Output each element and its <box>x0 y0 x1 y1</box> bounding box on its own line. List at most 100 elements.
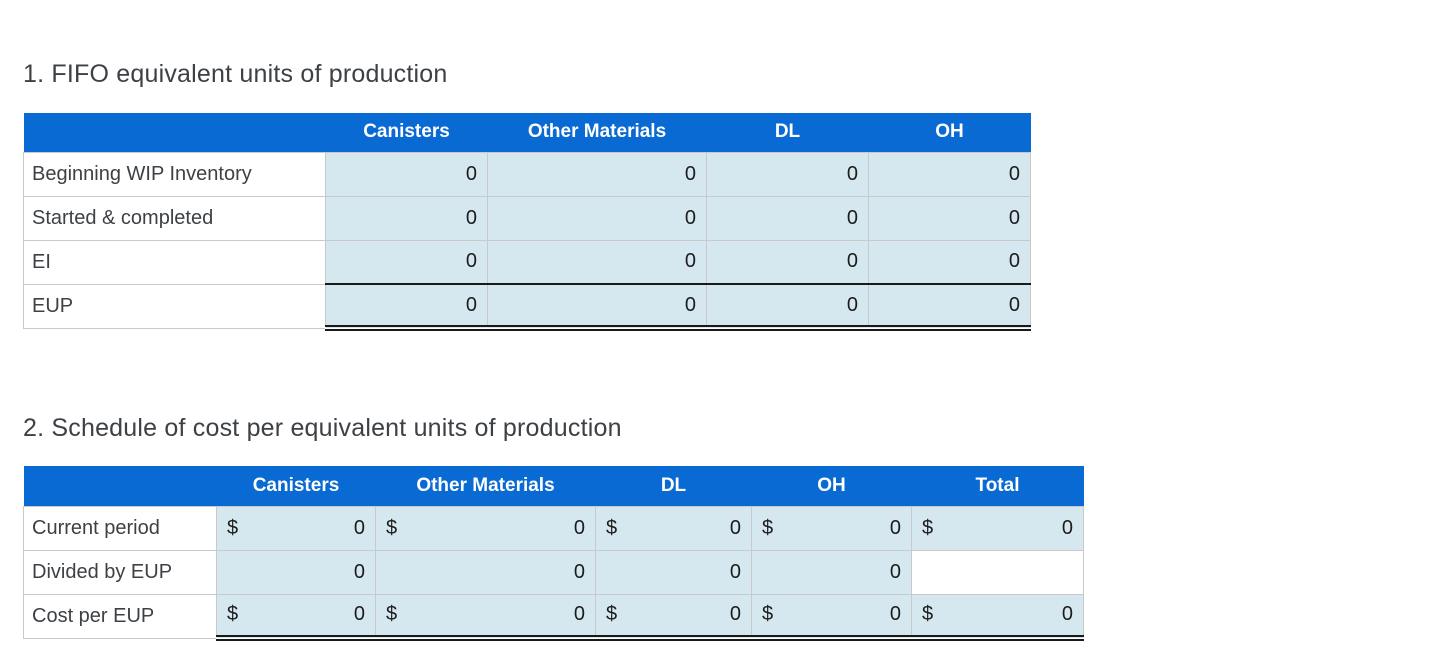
result-cell-cost-per-eup-dl[interactable]: $0 <box>595 593 752 641</box>
cell-value: 0 <box>889 516 901 539</box>
input-cell-divided-eup-other-materials[interactable]: 0 <box>375 549 596 595</box>
cost-header-total: Total <box>911 466 1084 506</box>
cell-value: 0 <box>729 560 741 583</box>
cell-value: 0 <box>684 250 696 273</box>
table-row-ei: EI 0 0 0 0 <box>23 239 1031 285</box>
input-cell-current-period-oh[interactable]: $0 <box>751 505 912 551</box>
cell-value: 0 <box>353 603 365 626</box>
row-label-cost-per-eup: Cost per EUP <box>23 593 217 639</box>
total-cell-eup-other-materials[interactable]: 0 <box>487 283 707 331</box>
input-cell-current-period-canisters[interactable]: $0 <box>216 505 376 551</box>
cell-value: 0 <box>1008 293 1020 316</box>
input-cell-beginning-wip-dl[interactable]: 0 <box>706 151 869 197</box>
input-cell-divided-eup-dl[interactable]: 0 <box>595 549 752 595</box>
total-cell-eup-dl[interactable]: 0 <box>706 283 869 331</box>
dollar-sign: $ <box>922 516 934 539</box>
input-cell-divided-eup-oh[interactable]: 0 <box>751 549 912 595</box>
cell-value: 0 <box>573 560 585 583</box>
input-cell-current-period-other-materials[interactable]: $0 <box>375 505 596 551</box>
cell-value: 0 <box>729 603 741 626</box>
dollar-sign: $ <box>386 603 398 626</box>
cell-value: 0 <box>1008 162 1020 185</box>
cell-value: 0 <box>1008 250 1020 273</box>
input-cell-beginning-wip-oh[interactable]: 0 <box>868 151 1031 197</box>
dollar-sign: $ <box>227 516 239 539</box>
row-label-beginning-wip: Beginning WIP Inventory <box>23 151 326 197</box>
dollar-sign: $ <box>227 603 239 626</box>
cell-value: 0 <box>353 560 365 583</box>
input-cell-beginning-wip-canisters[interactable]: 0 <box>325 151 488 197</box>
result-cell-cost-per-eup-total[interactable]: $0 <box>911 593 1084 641</box>
row-label-started-completed: Started & completed <box>23 195 326 241</box>
cell-value: 0 <box>465 162 477 185</box>
input-cell-ei-other-materials[interactable]: 0 <box>487 239 707 285</box>
cost-header-canisters: Canisters <box>216 466 376 506</box>
input-cell-beginning-wip-other-materials[interactable]: 0 <box>487 151 707 197</box>
table-row-beginning-wip: Beginning WIP Inventory 0 0 0 0 <box>23 151 1031 197</box>
fifo-header-oh: OH <box>868 113 1031 152</box>
fifo-header-row: Canisters Other Materials DL OH <box>23 113 1031 152</box>
cell-value: 0 <box>889 560 901 583</box>
table-row-started-completed: Started & completed 0 0 0 0 <box>23 195 1031 241</box>
cost-header-dl: DL <box>595 466 752 506</box>
empty-cell-divided-eup-total <box>911 549 1084 595</box>
input-cell-ei-oh[interactable]: 0 <box>868 239 1031 285</box>
dollar-sign: $ <box>922 603 934 626</box>
input-cell-current-period-dl[interactable]: $0 <box>595 505 752 551</box>
input-cell-divided-eup-canisters[interactable]: 0 <box>216 549 376 595</box>
cost-header-row: Canisters Other Materials DL OH Total <box>23 466 1084 506</box>
dollar-sign: $ <box>606 603 618 626</box>
cost-per-eup-table: Canisters Other Materials DL OH Total Cu… <box>23 466 1084 641</box>
cell-value: 0 <box>684 293 696 316</box>
cell-value: 0 <box>573 516 585 539</box>
result-cell-cost-per-eup-oh[interactable]: $0 <box>751 593 912 641</box>
cost-header-other-materials: Other Materials <box>375 466 596 506</box>
dollar-sign: $ <box>762 516 774 539</box>
row-label-current-period: Current period <box>23 505 217 551</box>
fifo-eup-table: Canisters Other Materials DL OH Beginnin… <box>23 113 1031 331</box>
dollar-sign: $ <box>762 603 774 626</box>
result-cell-cost-per-eup-canisters[interactable]: $0 <box>216 593 376 641</box>
cell-value: 0 <box>1061 516 1073 539</box>
total-cell-eup-canisters[interactable]: 0 <box>325 283 488 331</box>
cost-header-oh: OH <box>751 466 912 506</box>
input-cell-started-completed-other-materials[interactable]: 0 <box>487 195 707 241</box>
table-row-divided-by-eup: Divided by EUP 0 0 0 0 <box>23 549 1084 595</box>
fifo-header-other-materials: Other Materials <box>487 113 707 152</box>
cell-value: 0 <box>1008 206 1020 229</box>
cell-value: 0 <box>846 293 858 316</box>
dollar-sign: $ <box>606 516 618 539</box>
cell-value: 0 <box>465 206 477 229</box>
cell-value: 0 <box>465 293 477 316</box>
cell-value: 0 <box>846 162 858 185</box>
input-cell-started-completed-dl[interactable]: 0 <box>706 195 869 241</box>
total-cell-eup-oh[interactable]: 0 <box>868 283 1031 331</box>
input-cell-started-completed-oh[interactable]: 0 <box>868 195 1031 241</box>
input-cell-ei-canisters[interactable]: 0 <box>325 239 488 285</box>
cell-value: 0 <box>729 516 741 539</box>
row-label-ei: EI <box>23 239 326 285</box>
result-cell-cost-per-eup-other-materials[interactable]: $0 <box>375 593 596 641</box>
table-row-eup-total: EUP 0 0 0 0 <box>23 283 1031 331</box>
cell-value: 0 <box>684 162 696 185</box>
cell-value: 0 <box>353 516 365 539</box>
input-cell-ei-dl[interactable]: 0 <box>706 239 869 285</box>
fifo-eup-title: 1. FIFO equivalent units of production <box>23 60 448 88</box>
cell-value: 0 <box>465 250 477 273</box>
cell-value: 0 <box>684 206 696 229</box>
input-cell-started-completed-canisters[interactable]: 0 <box>325 195 488 241</box>
table-row-cost-per-eup: Cost per EUP $0 $0 $0 $0 $0 <box>23 593 1084 641</box>
input-cell-current-period-total[interactable]: $0 <box>911 505 1084 551</box>
cell-value: 0 <box>846 250 858 273</box>
fifo-header-dl: DL <box>706 113 869 152</box>
cell-value: 0 <box>1061 603 1073 626</box>
cost-per-eup-title: 2. Schedule of cost per equivalent units… <box>23 414 622 442</box>
cell-value: 0 <box>889 603 901 626</box>
cell-value: 0 <box>573 603 585 626</box>
cell-value: 0 <box>846 206 858 229</box>
fifo-header-canisters: Canisters <box>325 113 488 152</box>
row-label-divided-by-eup: Divided by EUP <box>23 549 217 595</box>
dollar-sign: $ <box>386 516 398 539</box>
fifo-header-blank <box>23 113 326 152</box>
cost-header-blank <box>23 466 217 506</box>
